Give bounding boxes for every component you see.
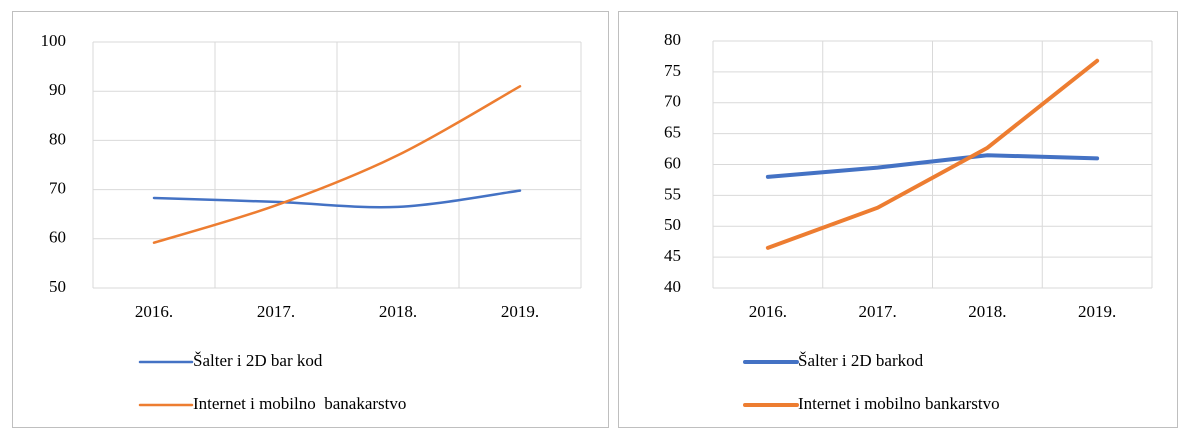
y-tick-label: 50 (664, 215, 681, 234)
legend-label: Šalter i 2D barkod (798, 351, 924, 370)
y-tick-label: 100 (41, 31, 67, 50)
y-tick-label: 80 (664, 30, 681, 49)
y-tick-label: 60 (664, 153, 681, 172)
series-line (152, 85, 522, 244)
series-line (765, 153, 1100, 179)
y-tick-label: 55 (664, 184, 681, 203)
x-tick-label: 2016. (135, 302, 173, 321)
y-tick-label: 90 (49, 80, 66, 99)
y-tick-label: 75 (664, 61, 681, 80)
y-tick-label: 45 (664, 246, 681, 265)
y-tick-label: 80 (49, 129, 66, 148)
x-tick-label: 2018. (968, 302, 1006, 321)
x-tick-label: 2017. (257, 302, 295, 321)
x-tick-label: 2016. (749, 302, 787, 321)
y-tick-label: 70 (49, 179, 66, 198)
chart-frame (12, 11, 609, 428)
chart-frame (618, 11, 1178, 428)
x-tick-label: 2018. (379, 302, 417, 321)
y-tick-label: 50 (49, 277, 66, 296)
series-line (765, 58, 1100, 250)
y-tick-label: 40 (664, 277, 681, 296)
series-line (152, 189, 522, 209)
y-tick-label: 60 (49, 228, 66, 247)
x-tick-label: 2019. (501, 302, 539, 321)
y-tick-label: 65 (664, 123, 681, 142)
legend-label: Šalter i 2D bar kod (193, 351, 323, 370)
x-tick-label: 2017. (859, 302, 897, 321)
legend-label: Internet i mobilno banakarstvo (193, 394, 406, 413)
x-tick-label: 2019. (1078, 302, 1116, 321)
y-tick-label: 70 (664, 92, 681, 111)
legend-label: Internet i mobilno bankarstvo (798, 394, 1000, 413)
